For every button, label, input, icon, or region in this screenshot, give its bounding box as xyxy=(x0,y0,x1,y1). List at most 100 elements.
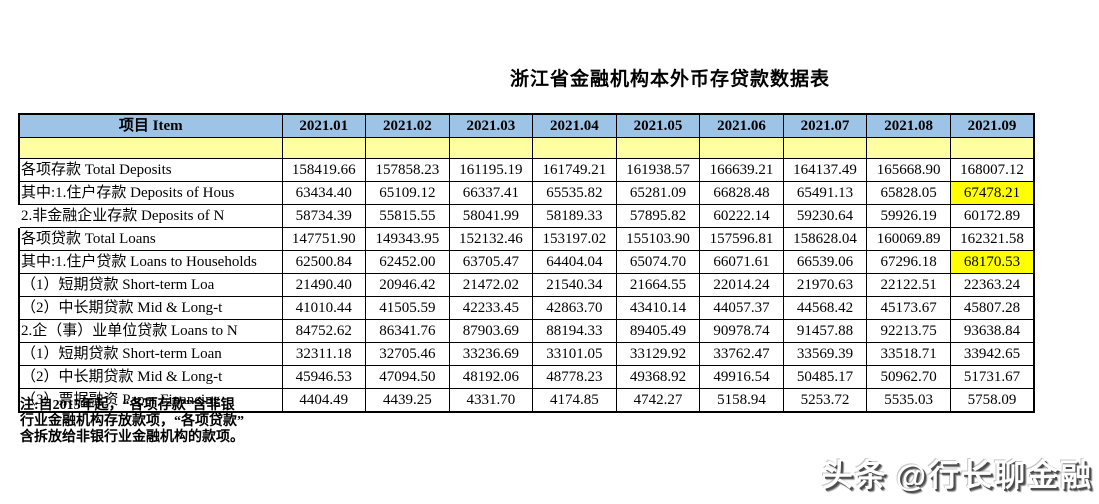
value-cell: 65535.82 xyxy=(532,181,617,205)
value-cell: 44568.42 xyxy=(782,296,868,320)
column-header-cell: 2021.01 xyxy=(281,113,367,138)
row-label-cell: 其中:1.住户存款 Deposits of Hous xyxy=(18,181,283,205)
value-cell: 158628.04 xyxy=(782,227,868,251)
value-cell: 33518.71 xyxy=(866,342,951,366)
value-cell: 65109.12 xyxy=(365,181,450,205)
value-cell: 22363.24 xyxy=(949,273,1035,297)
watermark-brand: 头条 xyxy=(821,458,888,493)
footnote-line: 行业金融机构存放款项，“各项贷款” xyxy=(20,414,244,429)
band-cell xyxy=(365,137,450,159)
value-cell: 92213.75 xyxy=(866,319,951,343)
row-label-cell: 2.非金融企业存款 Deposits of N xyxy=(18,204,283,228)
value-cell: 21490.40 xyxy=(281,273,367,297)
value-cell: 20946.42 xyxy=(365,273,450,297)
value-cell: 87903.69 xyxy=(448,319,534,343)
value-cell: 42233.45 xyxy=(448,296,534,320)
value-cell: 161195.19 xyxy=(448,158,534,182)
table-row: （1）短期贷款 Short-term Loa 21490.40 20946.42 21… xyxy=(18,273,1035,297)
value-cell: 66337.41 xyxy=(448,181,534,205)
value-cell: 51731.67 xyxy=(949,365,1035,389)
row-label-cell: （2）中长期贷款 Mid & Long-t xyxy=(18,296,283,320)
value-cell: 57895.82 xyxy=(615,204,701,228)
value-cell: 162321.58 xyxy=(949,227,1035,251)
row-label-cell: 各项贷款 Total Loans xyxy=(18,227,283,251)
value-cell: 58189.33 xyxy=(532,204,617,228)
value-cell: 55815.55 xyxy=(365,204,450,228)
row-label-cell: （3）票据融资 Paper Financing xyxy=(18,388,283,413)
value-cell: 89405.49 xyxy=(615,319,701,343)
value-cell: 58734.39 xyxy=(281,204,367,228)
column-header-cell: 2021.05 xyxy=(615,113,701,138)
column-header-cell: 2021.02 xyxy=(365,113,450,138)
column-header-cell: 2021.04 xyxy=(532,113,617,138)
value-cell: 165668.90 xyxy=(866,158,951,182)
value-cell: 22014.24 xyxy=(699,273,784,297)
row-label-cell: 2.企（事）业单位贷款 Loans to N xyxy=(18,319,283,343)
value-cell: 21472.02 xyxy=(448,273,534,297)
value-cell: 45946.53 xyxy=(281,365,367,389)
band-cell xyxy=(448,137,534,159)
deposits-loans-table: 项目 Item 2021.01 2021.02 2021.03 2021.04 2021.… xyxy=(18,113,1035,413)
value-cell: 32311.18 xyxy=(281,342,367,366)
value-cell: 33942.65 xyxy=(949,342,1035,366)
value-cell: 90978.74 xyxy=(699,319,784,343)
value-cell: 88194.33 xyxy=(532,319,617,343)
value-cell: 33569.39 xyxy=(782,342,868,366)
value-cell: 65281.09 xyxy=(615,181,701,205)
value-cell: 21970.63 xyxy=(782,273,868,297)
empty-band-row xyxy=(18,137,1035,159)
value-cell: 5158.94 xyxy=(699,388,784,413)
value-cell: 64404.04 xyxy=(532,250,617,274)
value-cell: 32705.46 xyxy=(365,342,450,366)
table-row: （1）短期贷款 Short-term Loan 32311.18 32705.46 3… xyxy=(18,342,1035,366)
value-cell: 63434.40 xyxy=(281,181,367,205)
band-cell xyxy=(532,137,617,159)
value-cell: 152132.46 xyxy=(448,227,534,251)
item-header-cell: 项目 Item xyxy=(18,113,283,138)
value-cell: 4742.27 xyxy=(615,388,701,413)
value-cell: 49916.54 xyxy=(699,365,784,389)
band-cell xyxy=(866,137,951,159)
value-cell: 45173.67 xyxy=(866,296,951,320)
band-cell xyxy=(699,137,784,159)
value-cell: 68170.53 xyxy=(949,250,1035,274)
watermark-handle: @行长聊金融 xyxy=(895,458,1093,493)
table-row: 2.非金融企业存款 Deposits of N 58734.39 55815.55 5… xyxy=(18,204,1035,228)
table-row: 各项存款 Total Deposits 158419.66 157858.23 161… xyxy=(18,158,1035,182)
value-cell: 60172.89 xyxy=(949,204,1035,228)
value-cell: 44057.37 xyxy=(699,296,784,320)
value-cell: 42863.70 xyxy=(532,296,617,320)
value-cell: 50485.17 xyxy=(782,365,868,389)
value-cell: 149343.95 xyxy=(365,227,450,251)
column-header-cell: 2021.06 xyxy=(699,113,784,138)
value-cell: 153197.02 xyxy=(532,227,617,251)
table-row: （2）中长期贷款 Mid & Long-t 41010.44 41505.59 422… xyxy=(18,296,1035,320)
value-cell: 33236.69 xyxy=(448,342,534,366)
value-cell: 59926.19 xyxy=(866,204,951,228)
value-cell: 93638.84 xyxy=(949,319,1035,343)
row-label-cell: 其中:1.住户贷款 Loans to Households xyxy=(18,250,283,274)
value-cell: 21540.34 xyxy=(532,273,617,297)
value-cell: 4331.70 xyxy=(448,388,534,413)
value-cell: 4404.49 xyxy=(281,388,367,413)
value-cell: 47094.50 xyxy=(365,365,450,389)
value-cell: 157596.81 xyxy=(699,227,784,251)
value-cell: 65491.13 xyxy=(782,181,868,205)
value-cell: 161749.21 xyxy=(532,158,617,182)
value-cell: 41505.59 xyxy=(365,296,450,320)
band-cell xyxy=(615,137,701,159)
value-cell: 166639.21 xyxy=(699,158,784,182)
value-cell: 45807.28 xyxy=(949,296,1035,320)
value-cell: 33762.47 xyxy=(699,342,784,366)
page-title: 浙江省金融机构本外币存贷款数据表 xyxy=(509,69,830,90)
value-cell: 84752.62 xyxy=(281,319,367,343)
column-header-cell: 2021.03 xyxy=(448,113,534,138)
value-cell: 65828.05 xyxy=(866,181,951,205)
band-cell xyxy=(782,137,868,159)
watermark: 头条 @行长聊金融 xyxy=(822,450,1093,495)
value-cell: 168007.12 xyxy=(949,158,1035,182)
band-cell xyxy=(18,137,283,159)
table-row: （2）中长期贷款 Mid & Long-t 45946.53 47094.50 481… xyxy=(18,365,1035,389)
value-cell: 50962.70 xyxy=(866,365,951,389)
